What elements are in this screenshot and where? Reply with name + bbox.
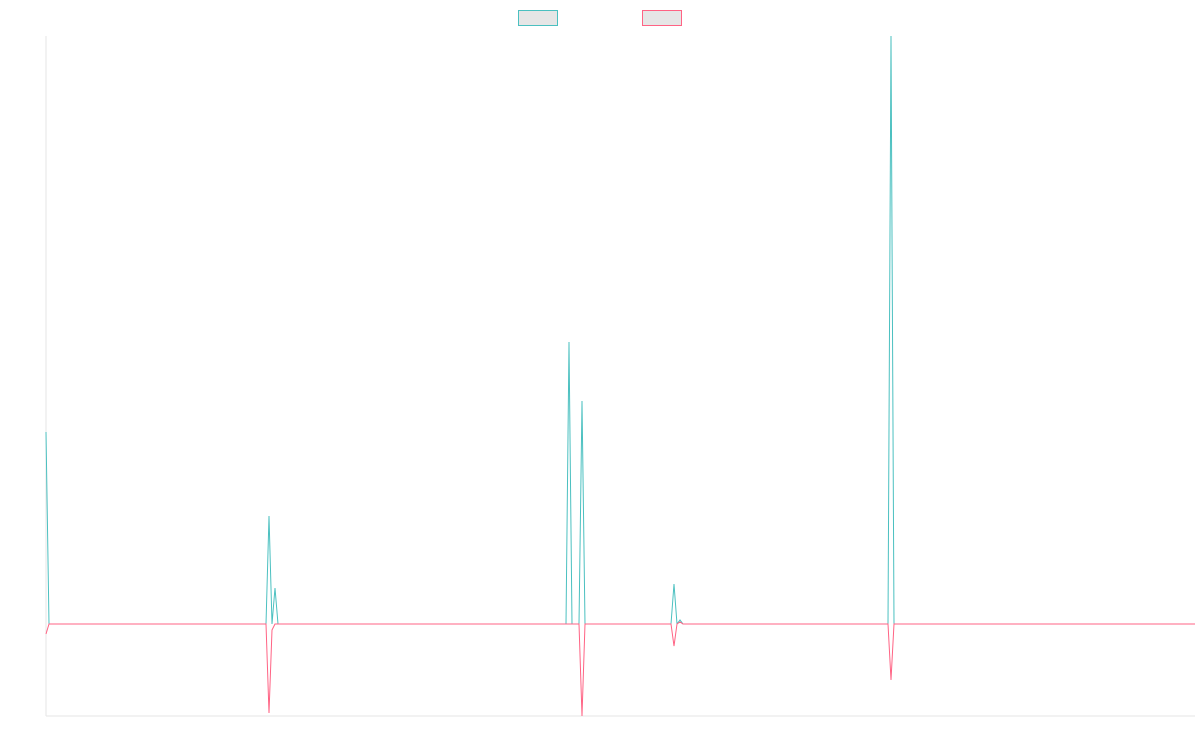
series-line	[45, 35, 1195, 626]
legend-swatch	[642, 10, 682, 26]
series-line	[45, 621, 1195, 717]
legend-swatch	[518, 10, 558, 26]
